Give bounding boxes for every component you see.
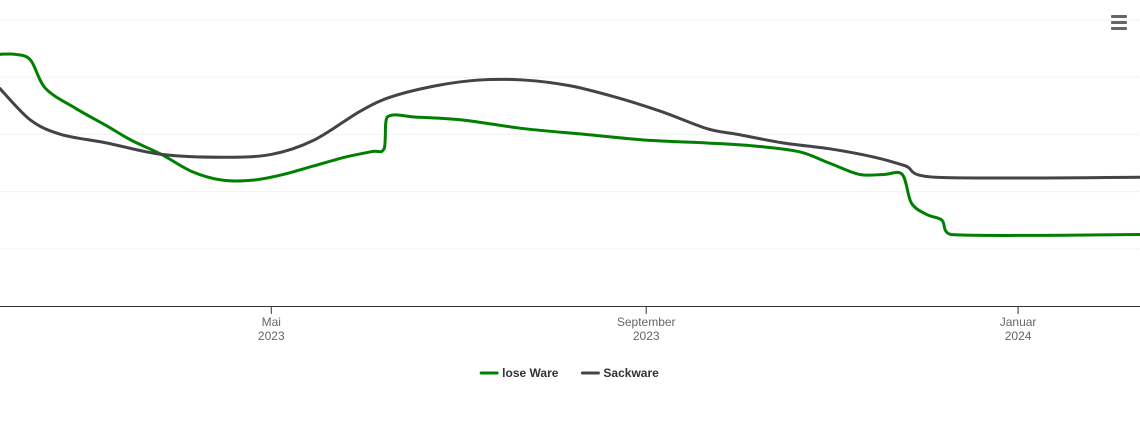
series-line-sackware	[0, 77, 1140, 180]
x-tick-label-year: 2023	[633, 329, 660, 343]
legend: lose Ware Sackware	[479, 366, 659, 380]
legend-item-lose-ware[interactable]: lose Ware	[479, 366, 559, 380]
x-tick-label-year: 2023	[258, 329, 285, 343]
x-tick-label-month: September	[617, 315, 676, 329]
legend-label: Sackware	[603, 366, 659, 380]
x-tick-label-month: Januar	[1000, 315, 1037, 329]
x-tick-label-year: 2024	[1005, 329, 1032, 343]
series-line-lose-ware	[0, 52, 1140, 238]
legend-label: lose Ware	[502, 366, 559, 380]
series-layer	[0, 52, 1140, 238]
x-tick-label-month: Mai	[262, 315, 281, 329]
menu-icon	[1111, 14, 1127, 18]
legend-item-sackware[interactable]: Sackware	[580, 366, 659, 380]
chart-menu-button[interactable]	[1104, 8, 1134, 36]
